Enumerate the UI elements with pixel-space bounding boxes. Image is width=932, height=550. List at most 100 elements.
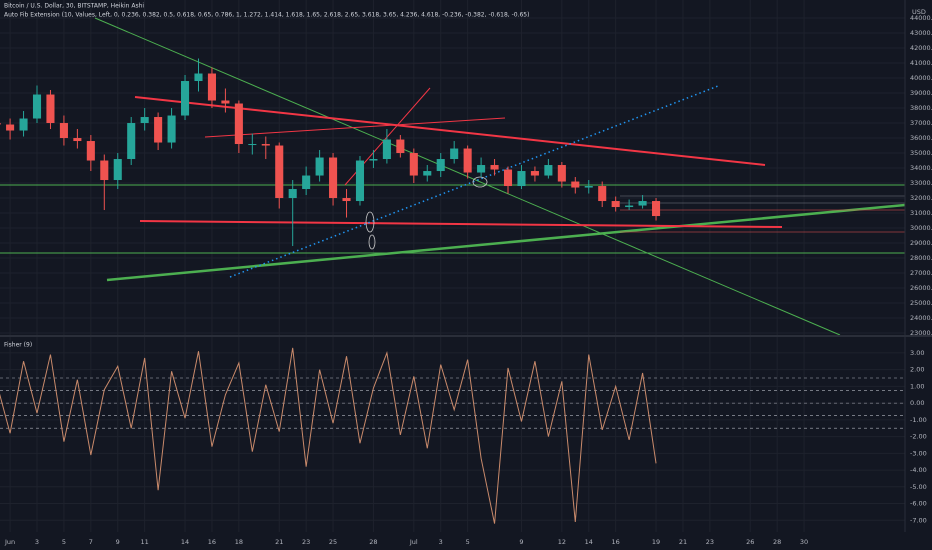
candle-body — [221, 100, 230, 104]
candle-body — [6, 124, 15, 131]
x-tick-label: 16 — [208, 538, 216, 546]
x-tick-label: 9 — [519, 538, 523, 546]
x-tick-label: 14 — [585, 538, 593, 546]
candle-body — [355, 160, 365, 202]
ellipse — [368, 234, 376, 250]
y-tick-label: 24000.00 — [910, 314, 932, 322]
candle-body — [288, 189, 297, 199]
y-tick-label: 43000.00 — [910, 29, 932, 37]
y-tick-label: 28000.00 — [910, 254, 932, 262]
candle-body — [248, 144, 257, 146]
candle-body — [0, 123, 1, 125]
y-tick-label: 33000.00 — [910, 179, 932, 187]
candle-body — [181, 81, 190, 116]
candle-body — [86, 141, 95, 161]
candle-body — [369, 159, 378, 161]
x-tick-label: Jul — [409, 538, 418, 546]
y-tick-label: 27000.00 — [910, 269, 932, 277]
x-tick-label: 21 — [275, 538, 283, 546]
candle-body — [477, 165, 486, 173]
y-tick-label: 3.00 — [910, 349, 924, 357]
candle-body — [625, 205, 634, 208]
candle-body — [207, 73, 216, 101]
y-tick-label: 39000.00 — [910, 89, 932, 97]
candle-body — [19, 118, 28, 131]
candle-body — [423, 171, 432, 176]
currency: USD — [912, 8, 926, 16]
candle-body — [140, 117, 149, 124]
candle-body — [530, 171, 539, 176]
candle-body — [167, 115, 176, 143]
dotted-trendline — [229, 85, 719, 278]
candle-body — [436, 159, 445, 172]
candle-body — [329, 157, 338, 199]
y-tick-label: -7.00 — [910, 516, 927, 524]
y-tick-label: 29000.00 — [910, 239, 932, 247]
y-tick-label: 25000.00 — [910, 299, 932, 307]
x-tick-label: 3 — [439, 538, 443, 546]
candle-body — [382, 139, 391, 160]
y-tick-label: 40000.00 — [910, 74, 932, 82]
y-tick-label: 44000.00 — [910, 14, 932, 22]
x-tick-label: 28 — [773, 538, 781, 546]
ellipse — [365, 211, 375, 233]
x-tick-label: 19 — [652, 538, 660, 546]
candle-body — [342, 198, 351, 202]
symbol-title: Bitcoin / U.S. Dollar, 30, BITSTAMP, Hei… — [4, 3, 144, 10]
candle-body — [503, 169, 513, 187]
trendline — [204, 117, 506, 138]
candle-body — [100, 160, 109, 181]
y-tick-label: 36000.00 — [910, 134, 932, 142]
candle-body — [517, 171, 526, 187]
x-tick-label: 14 — [181, 538, 189, 546]
y-tick-label: 41000.00 — [910, 59, 932, 67]
y-tick-label: -5.00 — [910, 483, 927, 491]
y-tick-label: 0.00 — [910, 399, 924, 407]
candle-body — [73, 138, 82, 142]
x-tick-label: 23 — [302, 538, 310, 546]
y-tick-label: 35000.00 — [910, 149, 932, 157]
y-tick-label: 2.00 — [910, 366, 924, 374]
labels: 23000.00 24000.00 25000.00 26000.00 27000.00… — [4, 14, 932, 546]
oscillator-title: Fisher (9) — [4, 342, 32, 349]
candle-body — [571, 181, 580, 188]
candle-body — [611, 201, 620, 208]
x-tick-label: 3 — [35, 538, 39, 546]
candle-body — [113, 159, 122, 181]
y-tick-label: -1.00 — [910, 416, 927, 424]
y-tick-label: -4.00 — [910, 466, 927, 474]
candle-body — [154, 117, 163, 143]
candle-body — [652, 201, 661, 217]
candle-body — [544, 165, 553, 176]
x-tick-label: 26 — [746, 538, 754, 546]
x-tick-label: 28 — [369, 538, 377, 546]
candle-body — [302, 175, 311, 190]
x-tick-label: 16 — [612, 538, 620, 546]
x-tick-label: 12 — [558, 538, 566, 546]
candle-body — [409, 153, 418, 176]
candle-body — [396, 139, 405, 154]
y-tick-label: 37000.00 — [910, 119, 932, 127]
ellipse — [472, 176, 488, 188]
candle-body — [234, 103, 243, 145]
y-tick-label: 42000.00 — [910, 44, 932, 52]
candle-body — [490, 165, 499, 170]
candle-body — [261, 144, 270, 146]
x-tick-label: 21 — [679, 538, 687, 546]
x-tick-label: 9 — [116, 538, 120, 546]
candle-body — [638, 201, 647, 206]
y-tick-label: 31000.00 — [910, 209, 932, 217]
x-tick-label: 23 — [706, 538, 714, 546]
y-tick-label: 26000.00 — [910, 284, 932, 292]
y-tick-label: 32000.00 — [910, 194, 932, 202]
candle-body — [450, 148, 459, 160]
x-tick-label: 5 — [62, 538, 66, 546]
indicator-title: Auto Fib Extension (10, Values, Left, 0,… — [4, 12, 529, 19]
trendline — [139, 220, 783, 228]
trendline — [106, 203, 906, 282]
candle-body — [275, 145, 284, 199]
candle-body — [59, 123, 68, 139]
x-tick-label: Jun — [4, 538, 15, 546]
